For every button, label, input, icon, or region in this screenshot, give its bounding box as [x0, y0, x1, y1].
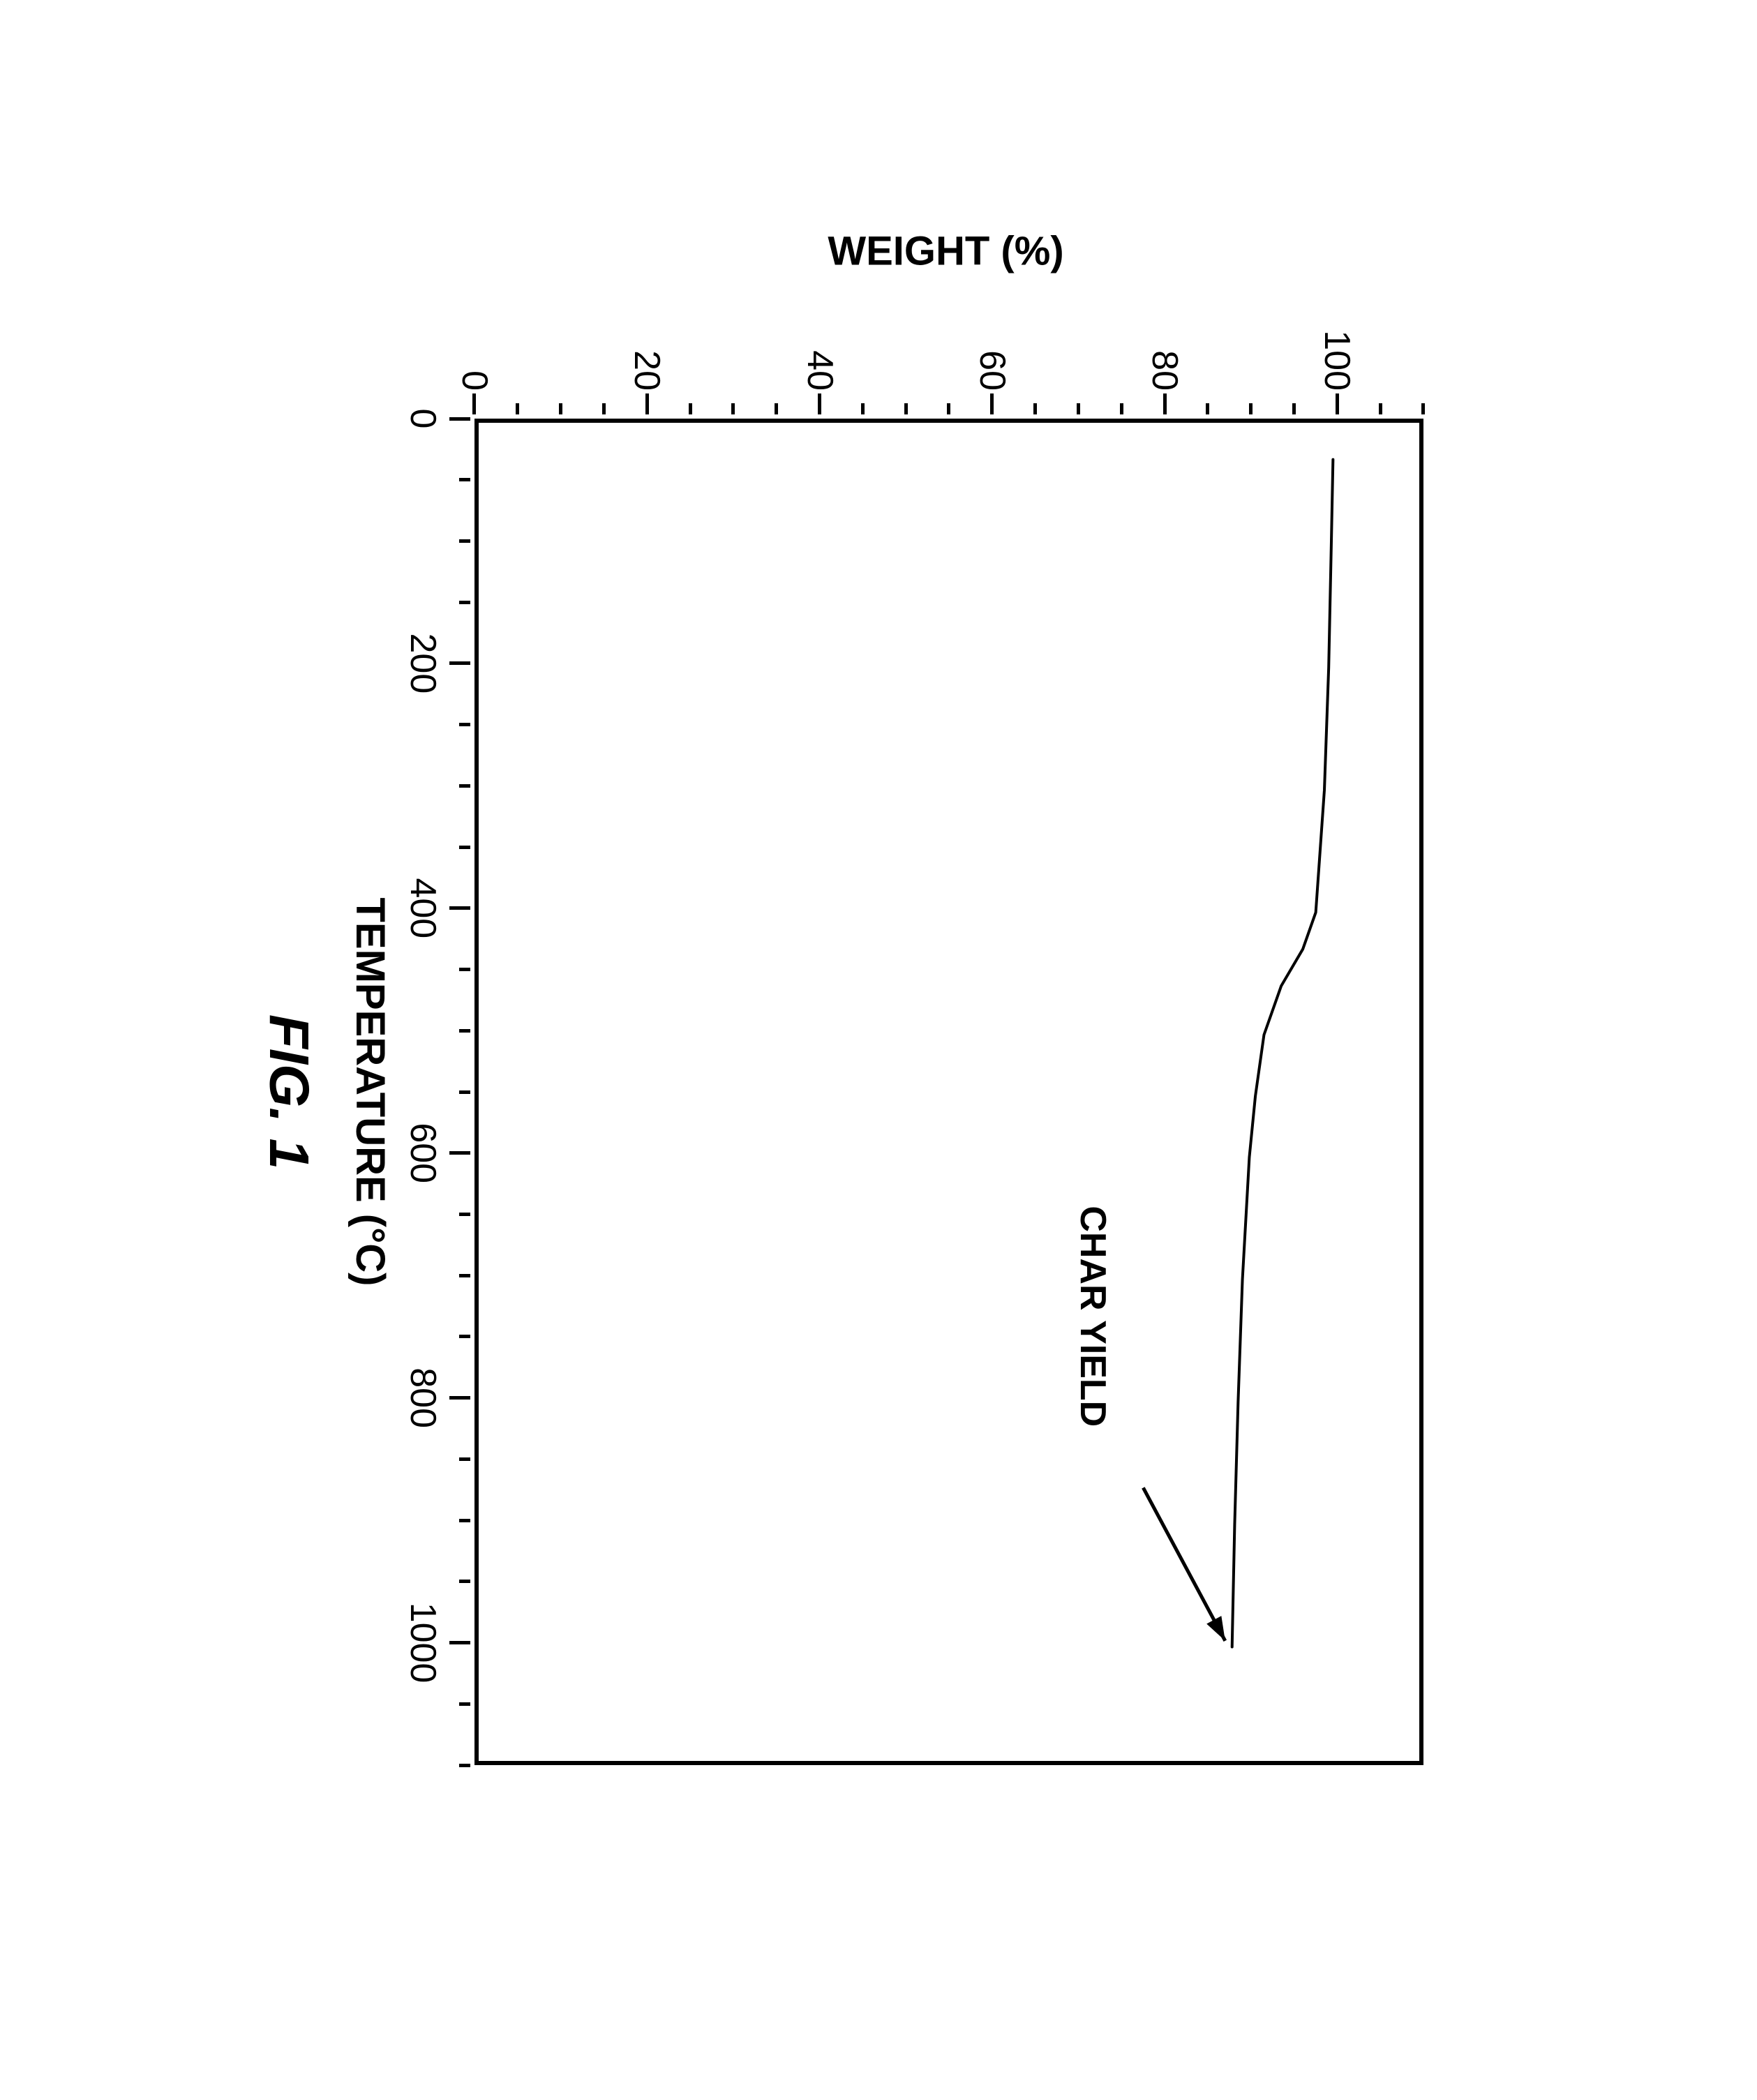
- y-tick-minor: [1379, 403, 1382, 414]
- x-tick-major: [449, 1151, 470, 1155]
- x-tick-minor: [459, 478, 470, 481]
- x-tick-label: 600: [402, 1097, 444, 1209]
- y-axis-label: WEIGHT (%): [737, 228, 1156, 275]
- y-tick-major: [645, 393, 649, 414]
- y-tick-major: [1336, 393, 1339, 414]
- y-tick-label: 80: [1144, 307, 1186, 391]
- y-tick-major: [990, 393, 994, 414]
- x-tick-label: 0: [402, 363, 444, 474]
- line-layer: [470, 423, 1419, 1769]
- y-tick-major: [473, 393, 477, 414]
- x-tick-minor: [459, 846, 470, 849]
- y-tick-minor: [775, 403, 778, 414]
- x-tick-minor: [459, 1702, 470, 1706]
- x-tick-minor: [459, 539, 470, 543]
- y-tick-minor: [1249, 403, 1253, 414]
- y-tick-label: 60: [971, 307, 1013, 391]
- y-tick-minor: [1206, 403, 1209, 414]
- x-tick-major: [449, 661, 470, 665]
- x-tick-major: [449, 1396, 470, 1400]
- y-tick-minor: [904, 403, 908, 414]
- y-tick-major: [818, 393, 821, 414]
- x-tick-label: 400: [402, 853, 444, 964]
- x-tick-minor: [459, 1457, 470, 1461]
- y-tick-label: 20: [626, 307, 668, 391]
- x-tick-minor: [459, 601, 470, 604]
- x-tick-minor: [459, 968, 470, 971]
- y-tick-label: 100: [1316, 307, 1358, 391]
- x-tick-minor: [459, 1213, 470, 1216]
- x-tick-major: [449, 906, 470, 910]
- x-tick-minor: [459, 1274, 470, 1277]
- y-tick-minor: [559, 403, 562, 414]
- x-tick-minor: [459, 1090, 470, 1094]
- char-yield-label: CHAR YIELD: [1072, 1206, 1114, 1427]
- x-tick-label: 1000: [402, 1587, 444, 1699]
- plot-area: [474, 419, 1423, 1765]
- y-tick-minor: [1077, 403, 1080, 414]
- x-tick-label: 800: [402, 1342, 444, 1454]
- x-tick-minor: [459, 1029, 470, 1033]
- y-tick-label: 40: [799, 307, 841, 391]
- x-tick-minor: [459, 784, 470, 788]
- chart-container: WEIGHT (%) TEMPERATURE (°C) 020040060080…: [244, 237, 1465, 1842]
- y-tick-minor: [1033, 403, 1037, 414]
- char-yield-label-arrowhead: [1206, 1616, 1225, 1641]
- x-tick-minor: [459, 1580, 470, 1583]
- x-tick-minor: [459, 723, 470, 726]
- x-tick-minor: [459, 1335, 470, 1338]
- y-tick-minor: [1292, 403, 1296, 414]
- rotated-chart-wrapper: WEIGHT (%) TEMPERATURE (°C) 020040060080…: [244, 237, 1465, 1842]
- y-tick-label: 0: [454, 307, 495, 391]
- y-tick-minor: [948, 403, 951, 414]
- y-tick-minor: [861, 403, 865, 414]
- x-tick-minor: [459, 1519, 470, 1522]
- y-tick-minor: [1422, 403, 1426, 414]
- series-tga-curve: [1232, 460, 1333, 1647]
- figure-caption: FIG. 1: [257, 419, 321, 1765]
- y-tick-minor: [731, 403, 735, 414]
- x-tick-minor: [459, 1764, 470, 1767]
- x-axis-label: TEMPERATURE (°C): [347, 419, 394, 1765]
- y-tick-minor: [516, 403, 519, 414]
- y-tick-minor: [602, 403, 606, 414]
- y-tick-minor: [689, 403, 692, 414]
- char-yield-label-arrow: [1143, 1487, 1225, 1640]
- page: WEIGHT (%) TEMPERATURE (°C) 020040060080…: [0, 0, 1757, 2100]
- y-tick-minor: [1120, 403, 1123, 414]
- x-tick-major: [449, 417, 470, 421]
- y-tick-major: [1163, 393, 1167, 414]
- x-tick-label: 200: [402, 608, 444, 719]
- x-tick-major: [449, 1641, 470, 1644]
